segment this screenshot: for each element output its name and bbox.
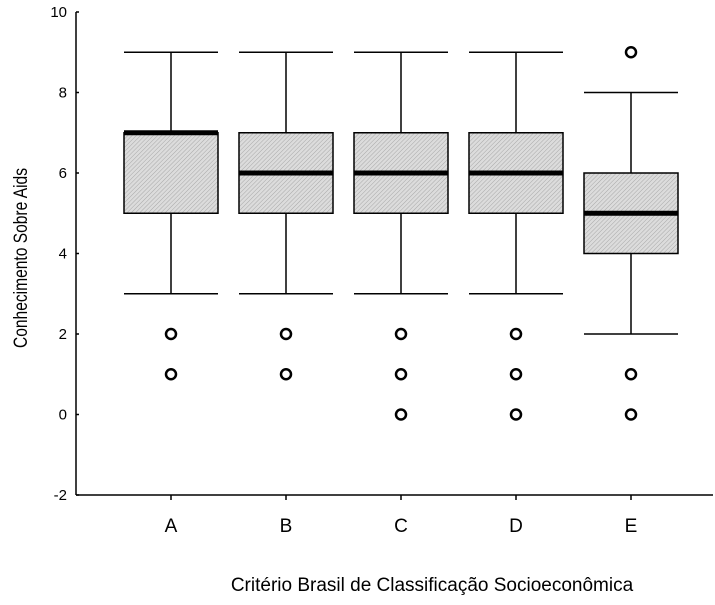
box-E: [583, 46, 679, 421]
outlier-point: [509, 368, 523, 381]
y-tick-label: 6: [59, 165, 67, 182]
outlier-point: [164, 368, 178, 381]
y-tick-label: -2: [54, 487, 67, 504]
x-axis: A B C D E: [76, 494, 713, 537]
outlier-point: [279, 368, 293, 381]
outlier-point: [394, 327, 408, 341]
boxes: [123, 46, 679, 421]
outlier-point: [394, 368, 408, 381]
y-tick-label: 2: [59, 326, 67, 343]
outlier-point: [624, 368, 638, 381]
outlier-point: [509, 327, 523, 341]
box-A: [123, 51, 219, 381]
x-tick-label: D: [509, 516, 523, 537]
x-tick-label: A: [165, 516, 178, 537]
box-B: [238, 51, 334, 381]
y-tick-label: 0: [59, 407, 67, 424]
box-C: [353, 51, 449, 421]
y-tick-label: 4: [59, 246, 67, 263]
outlier-point: [624, 408, 638, 421]
y-axis-title: Conhecimento Sobre Aids: [10, 168, 32, 348]
outlier-point: [164, 327, 178, 341]
y-tick-label: 8: [59, 85, 67, 102]
y-axis: -2 0 2 4 6 8 10: [50, 4, 79, 504]
outlier-point: [624, 46, 638, 59]
x-tick-label: C: [394, 516, 408, 537]
outlier-point: [509, 408, 523, 421]
box-D: [468, 51, 564, 421]
x-tick-label: B: [280, 516, 293, 537]
iqr-box: [123, 132, 219, 214]
x-axis-title: Critério Brasil de Classificação Socioec…: [231, 575, 634, 596]
outlier-point: [279, 327, 293, 341]
outlier-point: [394, 408, 408, 421]
x-tick-label: E: [625, 516, 638, 537]
y-tick-label: 10: [50, 4, 67, 21]
